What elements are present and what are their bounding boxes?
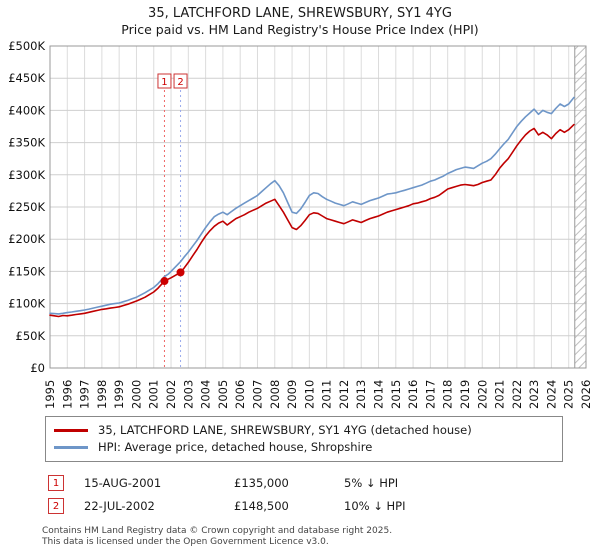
transaction-date: 15-AUG-2001 (84, 476, 162, 491)
svg-text:£350K: £350K (8, 135, 45, 149)
svg-text:2025: 2025 (562, 380, 576, 409)
svg-text:2013: 2013 (354, 380, 368, 409)
svg-text:£400K: £400K (8, 103, 45, 117)
svg-text:£150K: £150K (8, 264, 45, 278)
transaction-vs-hpi: 5% ↓ HPI (344, 476, 399, 491)
svg-text:£50K: £50K (16, 329, 46, 343)
svg-text:1996: 1996 (60, 380, 74, 409)
svg-text:2019: 2019 (458, 380, 472, 409)
svg-text:£500K: £500K (8, 39, 45, 53)
svg-text:£0: £0 (30, 361, 45, 375)
svg-text:2001: 2001 (147, 380, 161, 409)
svg-text:2008: 2008 (268, 380, 282, 409)
page-title: 35, LATCHFORD LANE, SHREWSBURY, SY1 4YG (148, 6, 452, 21)
svg-text:2021: 2021 (493, 380, 507, 409)
svg-text:£250K: £250K (8, 200, 45, 214)
transaction-number-badge: 1 (48, 475, 64, 492)
svg-text:2009: 2009 (285, 380, 299, 409)
svg-text:2020: 2020 (475, 380, 489, 409)
legend-line-hpi-icon (54, 445, 88, 449)
svg-text:1997: 1997 (78, 380, 92, 409)
svg-text:1: 1 (161, 77, 167, 88)
svg-text:2017: 2017 (423, 380, 437, 409)
svg-text:2004: 2004 (199, 380, 213, 409)
svg-text:£450K: £450K (8, 71, 45, 85)
svg-text:2011: 2011 (320, 380, 334, 409)
svg-text:2018: 2018 (441, 380, 455, 409)
svg-text:2003: 2003 (181, 380, 195, 409)
legend-item-property: 35, LATCHFORD LANE, SHREWSBURY, SY1 4YG … (54, 422, 554, 439)
transaction-row: 1 15-AUG-2001 £135,000 5% ↓ HPI (48, 472, 600, 495)
chart-header: 35, LATCHFORD LANE, SHREWSBURY, SY1 4YG … (0, 0, 600, 38)
svg-text:2012: 2012 (337, 380, 351, 409)
svg-text:2005: 2005 (216, 380, 230, 409)
transaction-date: 22-JUL-2002 (84, 499, 155, 514)
svg-text:2024: 2024 (544, 380, 558, 409)
legend-label-property: 35, LATCHFORD LANE, SHREWSBURY, SY1 4YG … (98, 423, 472, 438)
price-chart: 1 2 £0 £50K £100K £150K £200K £250K £300K £350K £4… (8, 39, 593, 409)
svg-text:2026: 2026 (579, 380, 593, 409)
svg-text:1999: 1999 (112, 380, 126, 409)
license-footer: Contains HM Land Registry data © Crown c… (42, 526, 600, 549)
svg-text:2007: 2007 (250, 380, 264, 409)
legend-line-property-icon (54, 428, 88, 432)
svg-text:1998: 1998 (95, 380, 109, 409)
svg-text:2022: 2022 (510, 380, 524, 409)
legend-label-hpi: HPI: Average price, detached house, Shro… (98, 440, 373, 455)
transaction-price: £148,500 (234, 499, 289, 514)
svg-text:1995: 1995 (43, 380, 57, 409)
svg-text:2002: 2002 (164, 380, 178, 409)
svg-text:£200K: £200K (8, 232, 45, 246)
legend: 35, LATCHFORD LANE, SHREWSBURY, SY1 4YG … (45, 415, 563, 462)
svg-text:£100K: £100K (8, 296, 45, 310)
svg-text:2023: 2023 (527, 380, 541, 409)
svg-text:2000: 2000 (129, 380, 143, 409)
svg-text:2: 2 (177, 77, 183, 88)
svg-text:2014: 2014 (372, 380, 386, 409)
transaction-row: 2 22-JUL-2002 £148,500 10% ↓ HPI (48, 495, 600, 518)
svg-text:2006: 2006 (233, 380, 247, 409)
transactions-list: 1 15-AUG-2001 £135,000 5% ↓ HPI 2 22-JUL… (48, 472, 600, 518)
transaction-vs-hpi: 10% ↓ HPI (344, 499, 406, 514)
footer-line-2: This data is licensed under the Open Gov… (42, 537, 329, 548)
transaction-number-badge: 2 (48, 498, 64, 515)
svg-text:2010: 2010 (302, 380, 316, 409)
svg-text:2015: 2015 (389, 380, 403, 409)
svg-text:£300K: £300K (8, 168, 45, 182)
footer-line-1: Contains HM Land Registry data © Crown c… (42, 525, 393, 536)
page-subtitle: Price paid vs. HM Land Registry's House … (121, 22, 479, 38)
legend-item-hpi: HPI: Average price, detached house, Shro… (54, 439, 554, 456)
svg-text:2016: 2016 (406, 380, 420, 409)
transaction-price: £135,000 (234, 476, 289, 491)
